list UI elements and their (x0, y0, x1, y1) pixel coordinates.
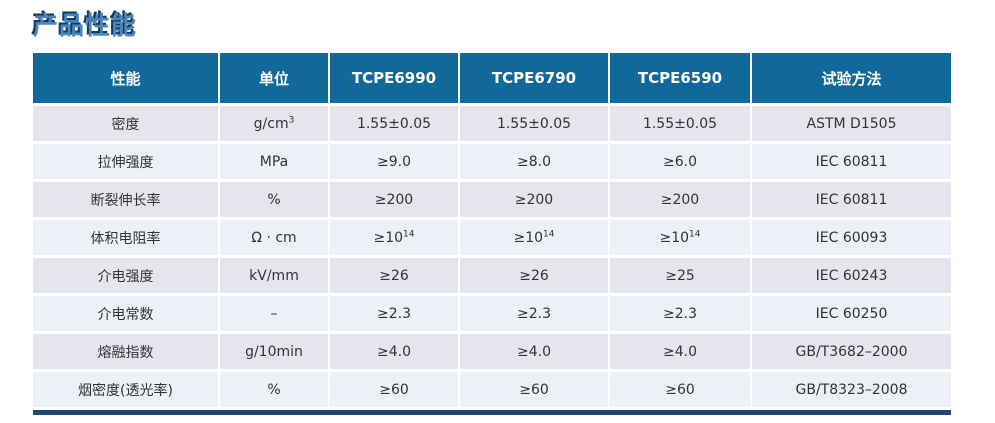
cell-property: 熔融指数 (33, 334, 220, 372)
cell-test-method: IEC 60093 (752, 220, 951, 258)
cell-tcpe6790: ≥60 (460, 372, 610, 410)
cell-tcpe6990: 1.55±0.05 (330, 106, 460, 144)
page-title: 产品性能 (33, 11, 138, 40)
cell-tcpe6990: ≥2.3 (330, 296, 460, 334)
cell-unit: kV/mm (220, 258, 330, 296)
cell-test-method: IEC 60811 (752, 182, 951, 220)
cell-tcpe6590: ≥4.0 (610, 334, 752, 372)
header-cell-tcpe6590: TCPE6590 (610, 53, 752, 106)
cell-property: 拉伸强度 (33, 144, 220, 182)
cell-tcpe6790: ≥8.0 (460, 144, 610, 182)
cell-property: 介电强度 (33, 258, 220, 296)
cell-property: 介电常数 (33, 296, 220, 334)
cell-tcpe6790: ≥2.3 (460, 296, 610, 334)
cell-tcpe6590: ≥200 (610, 182, 752, 220)
cell-tcpe6790: 1.55±0.05 (460, 106, 610, 144)
cell-test-method: IEC 60811 (752, 144, 951, 182)
cell-unit: MPa (220, 144, 330, 182)
cell-unit: % (220, 372, 330, 410)
cell-unit: Ω · cm (220, 220, 330, 258)
table-header: 性能 单位 TCPE6990 TCPE6790 TCPE6590 试验方法 (33, 53, 951, 106)
header-cell-unit: 单位 (220, 53, 330, 106)
cell-test-method: GB/T8323–2008 (752, 372, 951, 410)
table-row: 断裂伸长率% ≥200 ≥200 ≥200 IEC 60811 (33, 182, 951, 220)
cell-test-method: IEC 60250 (752, 296, 951, 334)
cell-test-method: IEC 60243 (752, 258, 951, 296)
table-row: 体积电阻率 Ω · cm ≥1014 ≥1014 ≥1014 IEC 60093 (33, 220, 951, 258)
cell-tcpe6790: ≥200 (460, 182, 610, 220)
cell-property: 体积电阻率 (33, 220, 220, 258)
header-row: 性能 单位 TCPE6990 TCPE6790 TCPE6590 试验方法 (33, 53, 951, 106)
table-row: 拉伸强度 MPa ≥9.0 ≥8.0 ≥6.0 IEC 60811 (33, 144, 951, 182)
header-cell-property: 性能 (33, 53, 220, 106)
cell-tcpe6990: ≥9.0 (330, 144, 460, 182)
cell-tcpe6590: ≥1014 (610, 220, 752, 258)
header-cell-test-method: 试验方法 (752, 53, 951, 106)
cell-tcpe6790: ≥26 (460, 258, 610, 296)
cell-unit: g/cm3 (220, 106, 330, 144)
cell-test-method: ASTM D1505 (752, 106, 951, 144)
cell-tcpe6990: ≥1014 (330, 220, 460, 258)
header-cell-tcpe6990: TCPE6990 (330, 53, 460, 106)
cell-tcpe6990: ≥200 (330, 182, 460, 220)
cell-tcpe6590: ≥6.0 (610, 144, 752, 182)
product-spec-table: 性能 单位 TCPE6990 TCPE6790 TCPE6590 试验方法 密度 g/cm3… (33, 53, 951, 410)
cell-tcpe6790: ≥1014 (460, 220, 610, 258)
cell-tcpe6590: ≥25 (610, 258, 752, 296)
table-row: 密度 g/cm3 1.55±0.05 1.55±0.05 1.55±0.05 ASTM D… (33, 106, 951, 144)
table-row: 介电常数 – ≥2.3 ≥2.3 ≥2.3 IEC 60250 (33, 296, 951, 334)
cell-unit: – (220, 296, 330, 334)
cell-unit: g/10min (220, 334, 330, 372)
table-bottom-accent-bar (33, 410, 951, 415)
cell-tcpe6590: 1.55±0.05 (610, 106, 752, 144)
cell-tcpe6590: ≥60 (610, 372, 752, 410)
cell-test-method: GB/T3682–2000 (752, 334, 951, 372)
cell-tcpe6590: ≥2.3 (610, 296, 752, 334)
table-row: 介电强度 kV/mm ≥26 ≥26 ≥25 IEC 60243 (33, 258, 951, 296)
table-row: 烟密度(透光率)% ≥60 ≥60 ≥60 GB/T8323–2008 (33, 372, 951, 410)
cell-tcpe6990: ≥26 (330, 258, 460, 296)
cell-property: 断裂伸长率 (33, 182, 220, 220)
table-row: 熔融指数 g/10min ≥4.0 ≥4.0 ≥4.0 GB/T3682–2000 (33, 334, 951, 372)
table-body: 密度 g/cm3 1.55±0.05 1.55±0.05 1.55±0.05 ASTM D… (33, 106, 951, 410)
cell-tcpe6790: ≥4.0 (460, 334, 610, 372)
cell-property: 烟密度(透光率) (33, 372, 220, 410)
header-cell-tcpe6790: TCPE6790 (460, 53, 610, 106)
cell-unit: % (220, 182, 330, 220)
cell-tcpe6990: ≥4.0 (330, 334, 460, 372)
cell-tcpe6990: ≥60 (330, 372, 460, 410)
cell-property: 密度 (33, 106, 220, 144)
